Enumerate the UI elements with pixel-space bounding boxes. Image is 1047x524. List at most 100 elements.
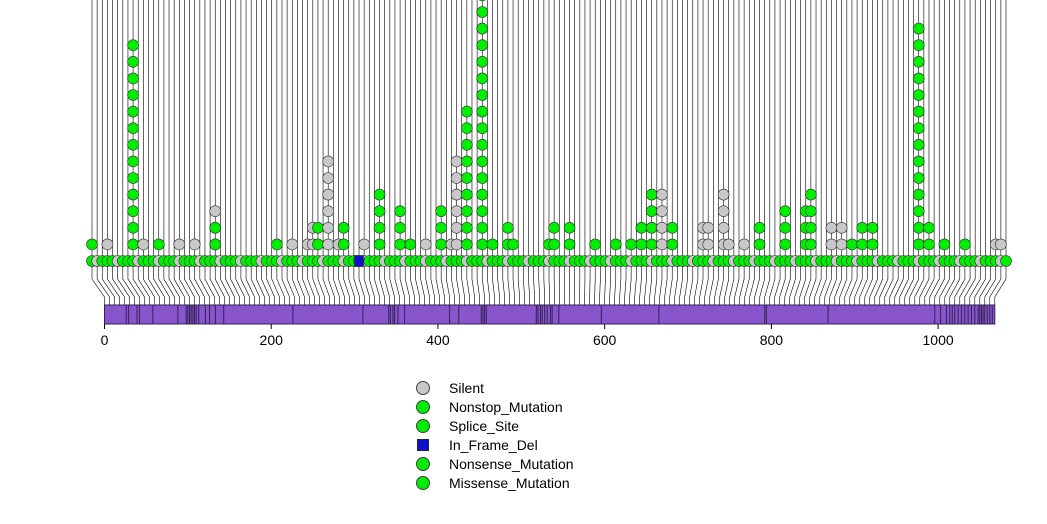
mapping-line xyxy=(471,266,475,305)
mapping-line xyxy=(684,266,688,305)
mutation-point xyxy=(995,238,1007,251)
mapping-line xyxy=(91,266,105,305)
mutation-point xyxy=(486,238,499,251)
mapping-line xyxy=(512,266,515,305)
mapping-line xyxy=(553,266,555,305)
mapping-line xyxy=(189,266,200,305)
mapping-line xyxy=(322,266,330,305)
mapping-line xyxy=(819,266,827,305)
mutation-point xyxy=(461,188,473,201)
x-tick-label: 800 xyxy=(760,332,784,348)
mutation-point xyxy=(912,172,925,184)
legend-label: Missense_Mutation xyxy=(449,474,570,491)
mapping-line xyxy=(451,266,455,305)
mapping-line xyxy=(353,266,360,305)
mapping-line xyxy=(924,266,935,305)
mutation-point xyxy=(476,22,489,35)
mutation-point xyxy=(476,105,489,118)
mapping-line xyxy=(829,266,837,305)
mutation-point xyxy=(373,222,386,234)
mapping-line xyxy=(153,266,165,305)
mapping-line xyxy=(307,266,315,305)
mutation-point xyxy=(666,238,679,251)
mutation-point xyxy=(645,205,658,217)
mutation-point xyxy=(137,238,150,251)
mapping-line xyxy=(127,266,140,305)
mapping-line xyxy=(394,266,400,305)
mutation-point xyxy=(461,205,473,217)
mapping-line xyxy=(261,266,270,305)
mutation-point xyxy=(127,155,139,168)
mutation-point xyxy=(461,238,473,251)
mapping-line xyxy=(543,266,545,305)
mapping-line xyxy=(789,266,796,305)
mutation-point xyxy=(461,172,473,184)
mutation-point xyxy=(912,155,925,168)
mutation-point xyxy=(912,105,925,118)
mapping-line xyxy=(824,266,832,305)
mutation-point xyxy=(337,222,350,234)
mapping-line xyxy=(749,266,755,305)
mutation-point xyxy=(779,238,792,251)
protein-domain-bar xyxy=(104,304,996,325)
mutation-point xyxy=(753,238,766,251)
mapping-line xyxy=(199,266,210,305)
mapping-line xyxy=(178,266,190,305)
mutation-point xyxy=(127,172,139,184)
mutation-point xyxy=(912,55,925,68)
mapping-line xyxy=(604,266,606,305)
mutation-point xyxy=(127,105,139,118)
mutation-point xyxy=(645,188,658,201)
mutation-point xyxy=(127,139,139,151)
legend-item-in-frame-del: In_Frame_Del xyxy=(416,435,574,454)
mapping-line xyxy=(137,266,150,305)
mutation-point xyxy=(450,238,463,251)
mapping-line xyxy=(624,266,627,305)
mapping-line xyxy=(969,266,981,305)
mutation-point xyxy=(738,238,750,251)
mapping-line xyxy=(220,266,230,305)
mapping-line xyxy=(769,266,776,305)
mapping-line xyxy=(679,266,683,305)
legend-item-nonsense: Nonsense_Mutation xyxy=(416,454,574,473)
mapping-line xyxy=(994,266,1007,305)
mutation-point xyxy=(645,222,658,234)
mapping-line xyxy=(704,266,709,305)
mutation-point xyxy=(450,155,463,168)
mutation-point xyxy=(461,105,473,118)
mapping-line xyxy=(317,266,325,305)
mapping-line xyxy=(849,266,858,305)
mapping-line xyxy=(245,266,255,305)
mutation-point xyxy=(548,238,560,251)
mapping-line xyxy=(502,266,505,305)
mapping-line xyxy=(435,266,440,305)
mapping-line xyxy=(333,266,340,305)
mutation-point xyxy=(394,238,406,251)
mutation-point xyxy=(635,222,648,234)
mapping-line xyxy=(476,266,480,305)
mapping-line xyxy=(889,266,899,305)
mutation-point xyxy=(912,39,925,52)
mutation-point xyxy=(322,222,335,234)
mutation-point xyxy=(717,222,730,234)
mutation-point xyxy=(912,205,925,217)
mapping-line xyxy=(984,266,997,305)
mutation-point xyxy=(656,205,668,217)
mapping-line xyxy=(859,266,868,305)
mutation-point xyxy=(912,122,925,134)
mapping-line xyxy=(107,266,120,305)
mapping-line xyxy=(714,266,719,305)
mutation-point xyxy=(101,238,114,251)
mapping-line xyxy=(281,266,290,305)
mutation-point xyxy=(435,205,447,217)
mapping-line xyxy=(874,266,884,305)
mapping-line xyxy=(446,266,450,305)
mutation-point xyxy=(476,39,489,52)
mapping-line xyxy=(834,266,842,305)
mapping-line xyxy=(404,266,410,305)
mutation-point xyxy=(476,89,489,101)
mapping-line xyxy=(548,266,550,305)
mapping-line xyxy=(699,266,704,305)
mutation-point xyxy=(450,222,463,234)
mapping-line xyxy=(312,266,320,305)
